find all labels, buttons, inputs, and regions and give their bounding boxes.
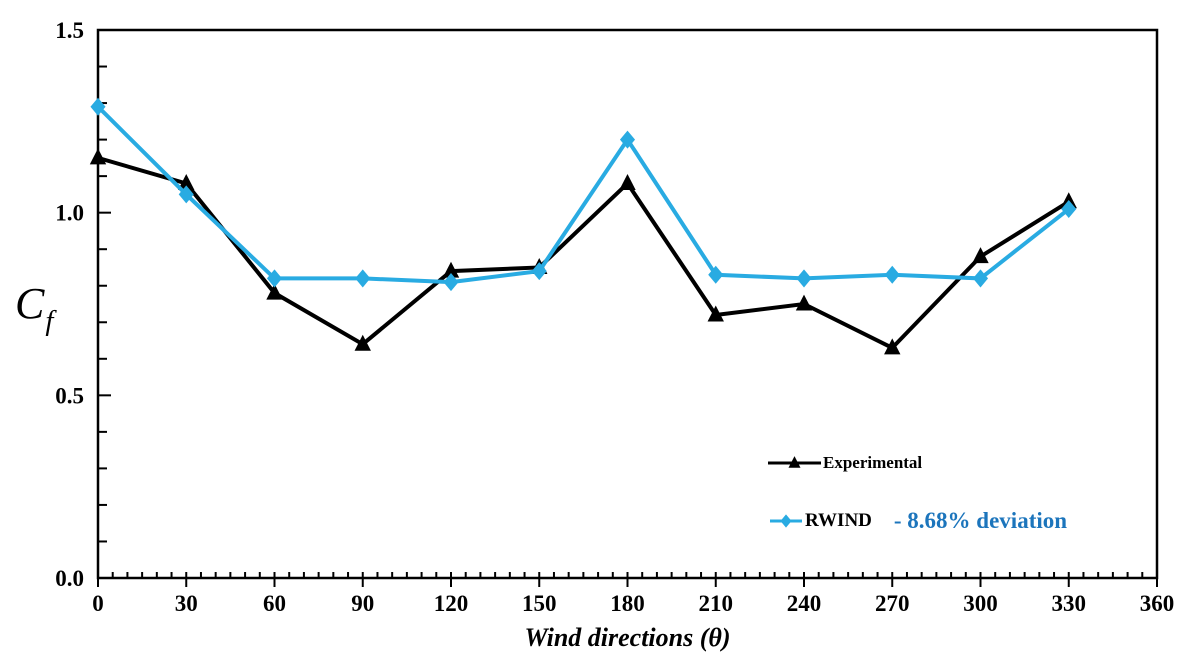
x-tick-label: 300	[963, 591, 998, 616]
data-point-rwind	[90, 97, 106, 116]
data-point-rwind	[355, 269, 371, 288]
data-point-experimental	[442, 261, 460, 278]
data-point-rwind	[884, 265, 900, 284]
x-tick-label: 0	[92, 591, 104, 616]
x-tick-label: 270	[875, 591, 910, 616]
x-tick-label: 330	[1052, 591, 1087, 616]
data-point-rwind	[443, 273, 459, 292]
rwind-line-marker-icon	[770, 514, 802, 528]
x-tick-label: 150	[522, 591, 557, 616]
x-tick-label: 60	[263, 591, 286, 616]
plot-border	[96, 28, 1159, 580]
triangle-marker-icon	[788, 456, 801, 468]
data-point-experimental	[178, 174, 195, 190]
series-line-experimental	[97, 155, 1070, 351]
data-point-rwind	[619, 130, 636, 149]
y-axis: 0.0 0.5 1.0 1.5	[55, 18, 111, 591]
y-tick-label: 0.5	[55, 383, 84, 408]
diamond-marker-icon	[780, 514, 792, 528]
data-point-experimental	[619, 174, 636, 190]
data-point-experimental	[354, 334, 371, 351]
legend-deviation-text: - 8.68% deviation	[893, 508, 1068, 533]
legend-item-experimental: Experimental	[768, 453, 922, 473]
data-point-rwind	[1061, 199, 1077, 219]
y-tick-label: 0.0	[55, 566, 84, 591]
data-point-rwind	[972, 269, 989, 288]
legend-label-experimental: Experimental	[823, 453, 923, 472]
legend-label-rwind: RWIND	[805, 510, 872, 531]
data-point-experimental	[972, 247, 989, 264]
data-point-rwind	[531, 262, 547, 281]
y-axis-title: Cf	[15, 279, 53, 336]
y-tick-label: 1.5	[55, 18, 84, 43]
series-rwind	[90, 97, 1077, 292]
data-point-rwind	[708, 265, 724, 284]
x-tick-label: 30	[175, 591, 198, 616]
x-tick-label: 180	[610, 591, 645, 616]
y-axis-title-symbol: C	[15, 279, 45, 328]
data-point-rwind	[796, 269, 812, 288]
legend-item-rwind: RWIND - 8.68% deviation	[770, 508, 1067, 534]
data-point-experimental	[266, 283, 283, 300]
data-point-rwind	[178, 185, 194, 204]
x-tick-label: 90	[351, 591, 374, 616]
x-tick-label: 120	[434, 591, 469, 616]
series-line-rwind	[96, 105, 1070, 285]
data-point-experimental	[795, 294, 813, 311]
data-point-experimental	[89, 148, 107, 165]
experimental-line-marker-icon	[768, 456, 821, 468]
y-axis-title-subscript: f	[45, 305, 54, 337]
x-axis-title: Wind directions (θ)	[524, 623, 731, 652]
x-tick-label: 240	[787, 591, 822, 616]
data-point-experimental	[884, 338, 901, 355]
data-point-experimental	[707, 305, 724, 322]
data-point-rwind	[266, 269, 283, 288]
y-tick-label: 1.0	[55, 201, 84, 226]
x-tick-label: 360	[1140, 591, 1175, 616]
x-tick-label: 210	[699, 591, 734, 616]
series-experimental	[89, 148, 1077, 355]
